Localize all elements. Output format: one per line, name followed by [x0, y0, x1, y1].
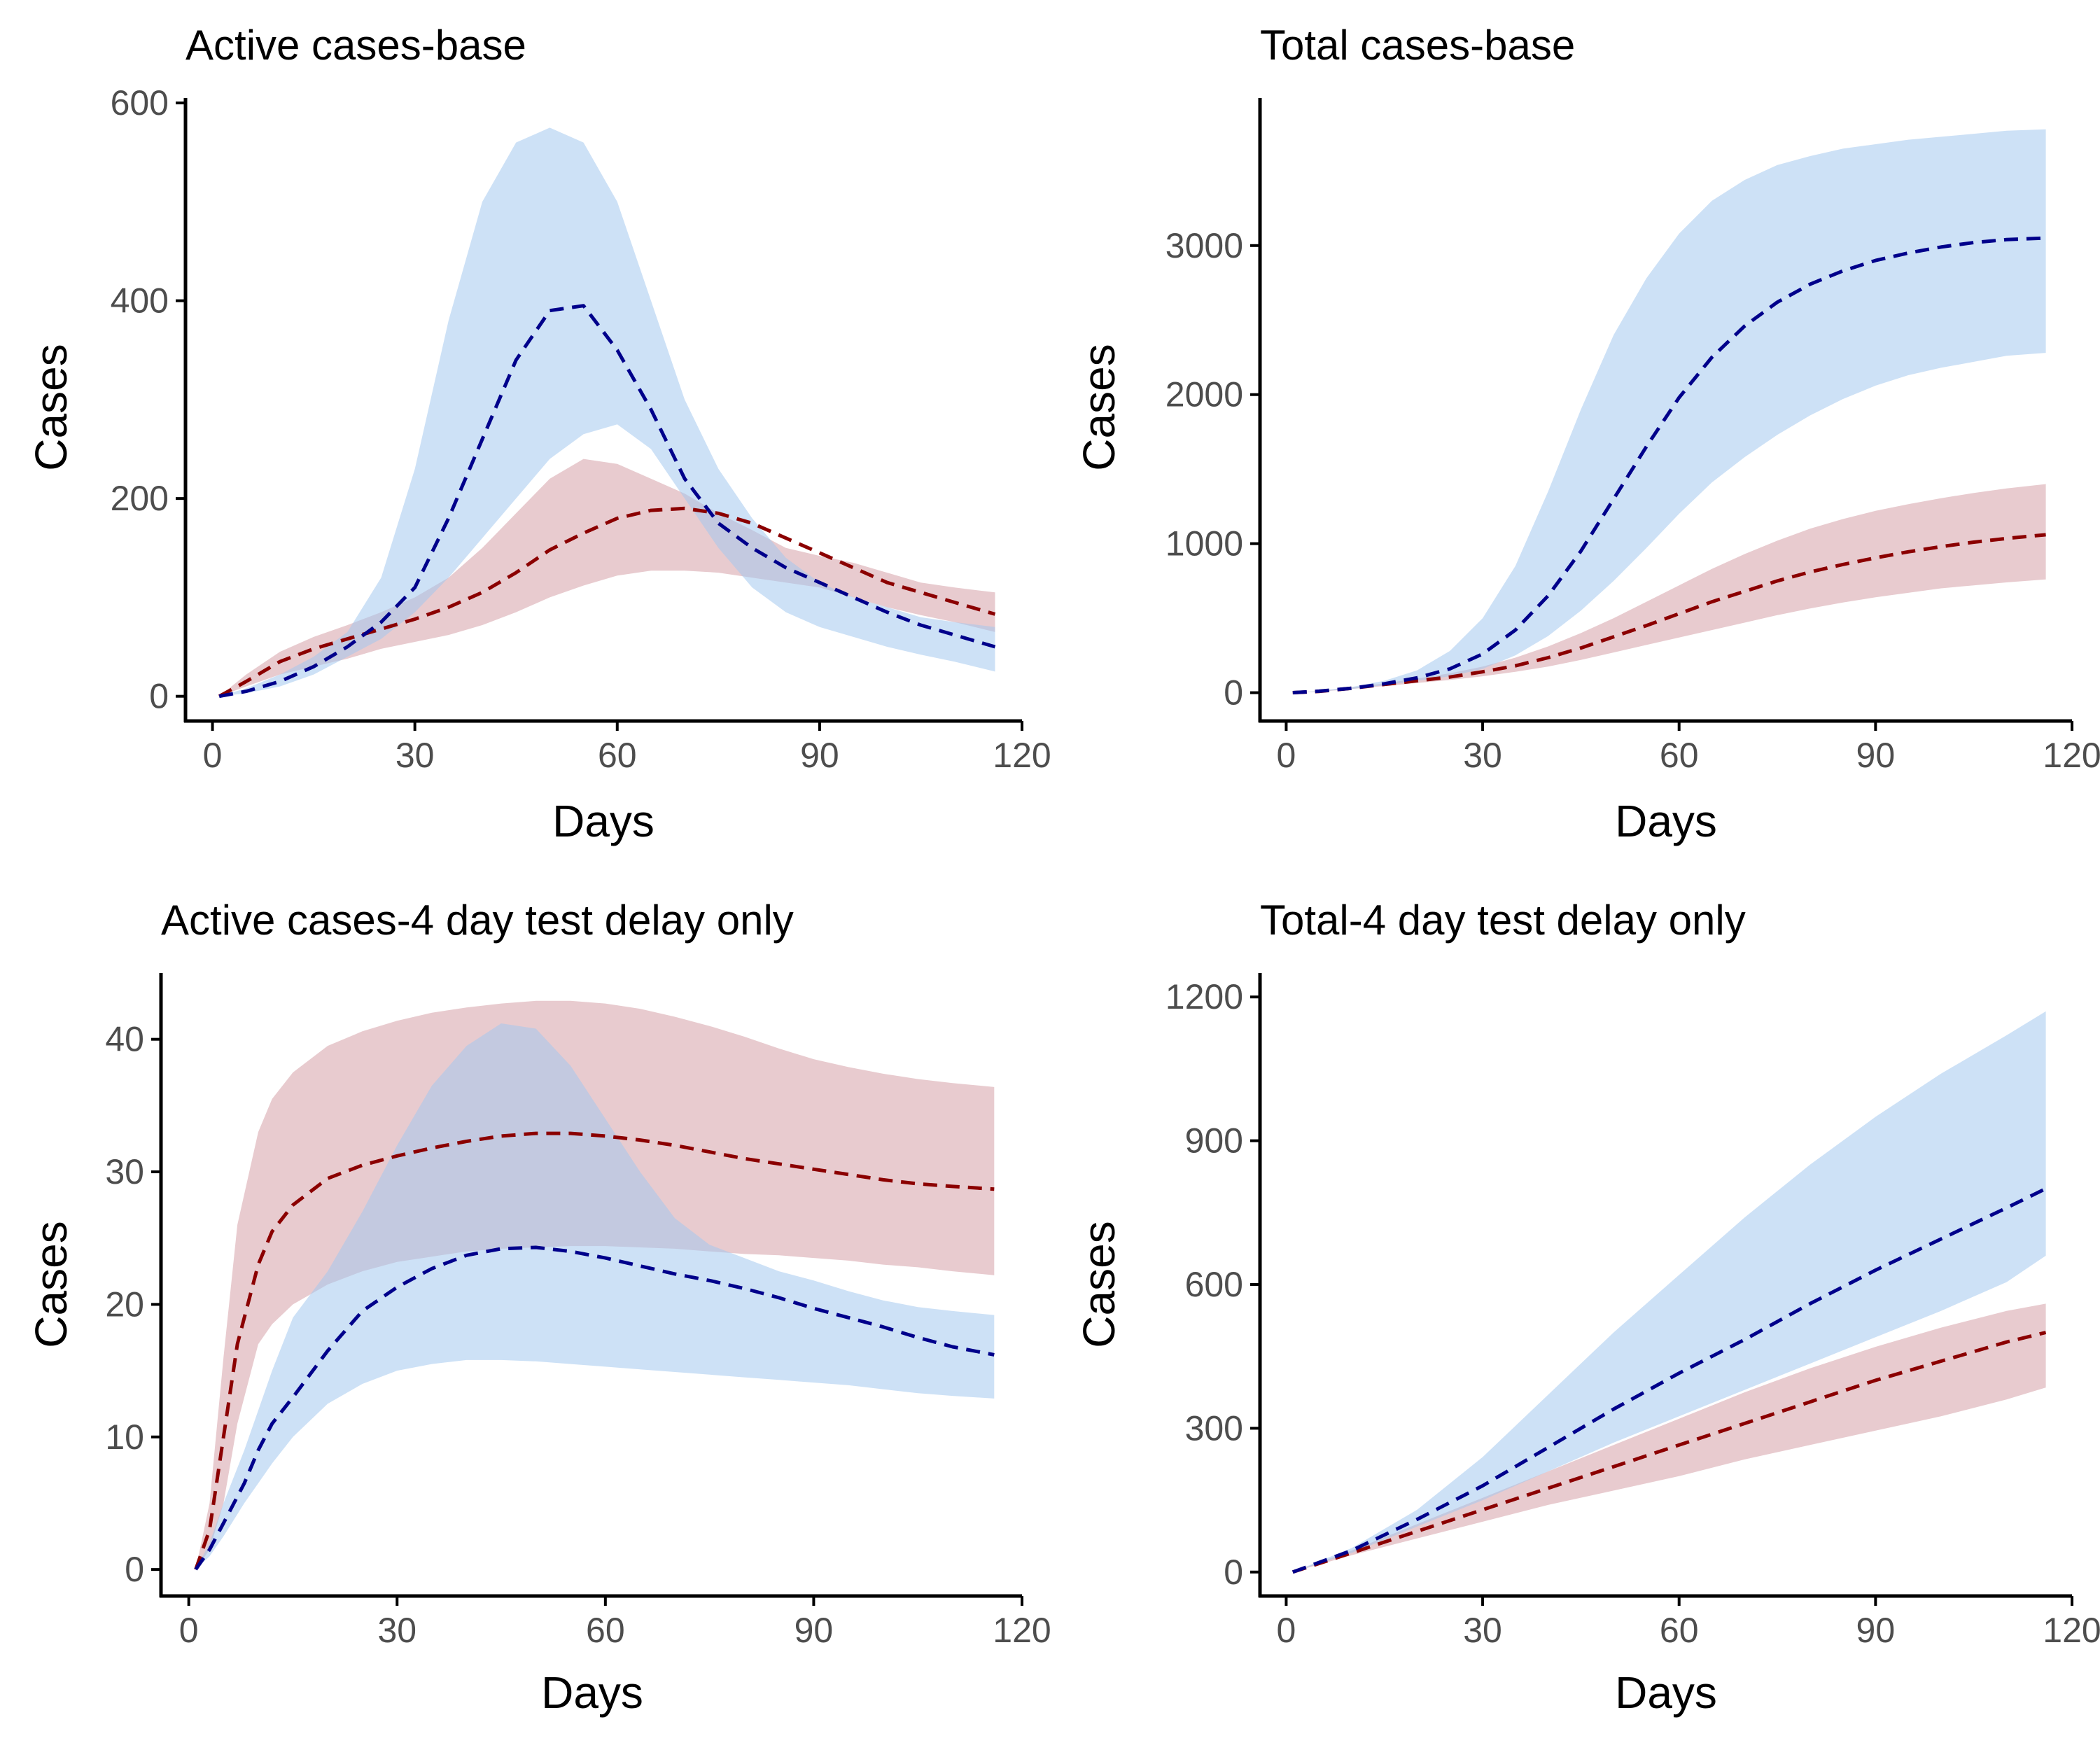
x-tick-label: 30: [1463, 736, 1502, 775]
red-confidence-band: [1292, 1303, 2046, 1572]
y-tick-label: 2000: [1166, 375, 1243, 414]
y-tick-label: 900: [1185, 1121, 1243, 1161]
x-tick-label: 120: [2043, 1611, 2100, 1650]
x-tick-label: 60: [598, 736, 637, 775]
x-tick-label: 0: [1277, 736, 1296, 775]
x-tick-label: 60: [1660, 736, 1699, 775]
plot-area: [194, 1000, 995, 1571]
red-mean-line: [194, 1131, 995, 1570]
x-tick-label: 0: [179, 1611, 199, 1650]
x-tick-label: 90: [800, 736, 839, 775]
red-mean-line: [1292, 1331, 2047, 1574]
red-confidence-band: [219, 458, 995, 696]
y-tick-label: 200: [111, 479, 169, 518]
x-axis-title: Days: [1615, 796, 1717, 846]
y-tick-label: 30: [105, 1152, 144, 1191]
y-tick-label: 600: [111, 83, 169, 122]
x-tick-label: 120: [993, 736, 1051, 775]
y-tick-label: 3000: [1166, 226, 1243, 265]
x-axis-title: Days: [1615, 1667, 1717, 1718]
y-tick-label: 1000: [1166, 524, 1243, 564]
x-tick-label: 120: [993, 1611, 1051, 1650]
y-tick-label: 400: [111, 281, 169, 321]
panel-title: Total cases-base: [1260, 22, 1575, 69]
x-tick-label: 30: [396, 736, 435, 775]
blue-confidence-band: [219, 127, 995, 696]
y-axis-title: Cases: [1074, 1221, 1124, 1348]
blue-confidence-band: [1292, 1011, 2046, 1572]
y-tick-label: 0: [1224, 1553, 1243, 1592]
y-tick-label: 0: [125, 1550, 144, 1589]
x-tick-label: 120: [2043, 736, 2100, 775]
y-tick-label: 40: [105, 1020, 144, 1059]
y-axis-title: Cases: [1074, 344, 1124, 470]
panel-title: Active cases-4 day test delay only: [161, 897, 794, 944]
x-tick-label: 30: [377, 1611, 416, 1650]
panel-total-cases-base: Total cases-base Days Cases 0 30 60 90 120 0 1…: [1074, 22, 2100, 846]
x-tick-label: 90: [1856, 1611, 1896, 1650]
blue-mean-line: [1292, 1186, 2047, 1574]
x-tick-label: 90: [1856, 736, 1896, 775]
panel-active-cases-4-day-test-delay: Active cases-4 day test delay only Days …: [26, 897, 1051, 1718]
red-confidence-band: [195, 1000, 995, 1570]
y-tick-label: 1200: [1166, 977, 1243, 1016]
panel-total-4-day-test-delay: Total-4 day test delay only Days Cases 0…: [1074, 897, 2100, 1718]
y-axis-title: Cases: [26, 1221, 76, 1348]
y-tick-label: 600: [1185, 1265, 1243, 1304]
y-tick-label: 10: [105, 1418, 144, 1457]
blue-confidence-band: [195, 1023, 995, 1570]
x-tick-label: 0: [203, 736, 223, 775]
blue-mean-line: [1292, 236, 2046, 694]
y-tick-label: 20: [105, 1284, 144, 1324]
x-axis-title: Days: [552, 796, 654, 846]
x-axis-title: Days: [541, 1667, 643, 1718]
plot-area: [1292, 129, 2046, 694]
red-confidence-band: [1292, 484, 2046, 693]
blue-mean-line: [218, 304, 996, 699]
x-tick-label: 0: [1277, 1611, 1296, 1650]
y-tick-label: 0: [149, 677, 169, 716]
x-tick-label: 60: [586, 1611, 625, 1650]
panel-active-cases-base: Active cases-base Days Cases 0 30 60 90 120 0…: [26, 22, 1051, 846]
plot-area: [218, 127, 996, 699]
plot-area: [1292, 1011, 2047, 1574]
y-axis-title: Cases: [26, 344, 76, 470]
panel-title: Total-4 day test delay only: [1260, 897, 1746, 944]
x-tick-label: 30: [1463, 1611, 1502, 1650]
x-tick-label: 90: [794, 1611, 834, 1650]
red-mean-line: [218, 506, 996, 698]
x-tick-label: 60: [1660, 1611, 1699, 1650]
blue-mean-line: [194, 1245, 995, 1571]
red-mean-line: [1292, 533, 2046, 694]
y-tick-label: 0: [1224, 673, 1243, 713]
y-tick-label: 300: [1185, 1408, 1243, 1448]
panel-title: Active cases-base: [186, 22, 526, 69]
